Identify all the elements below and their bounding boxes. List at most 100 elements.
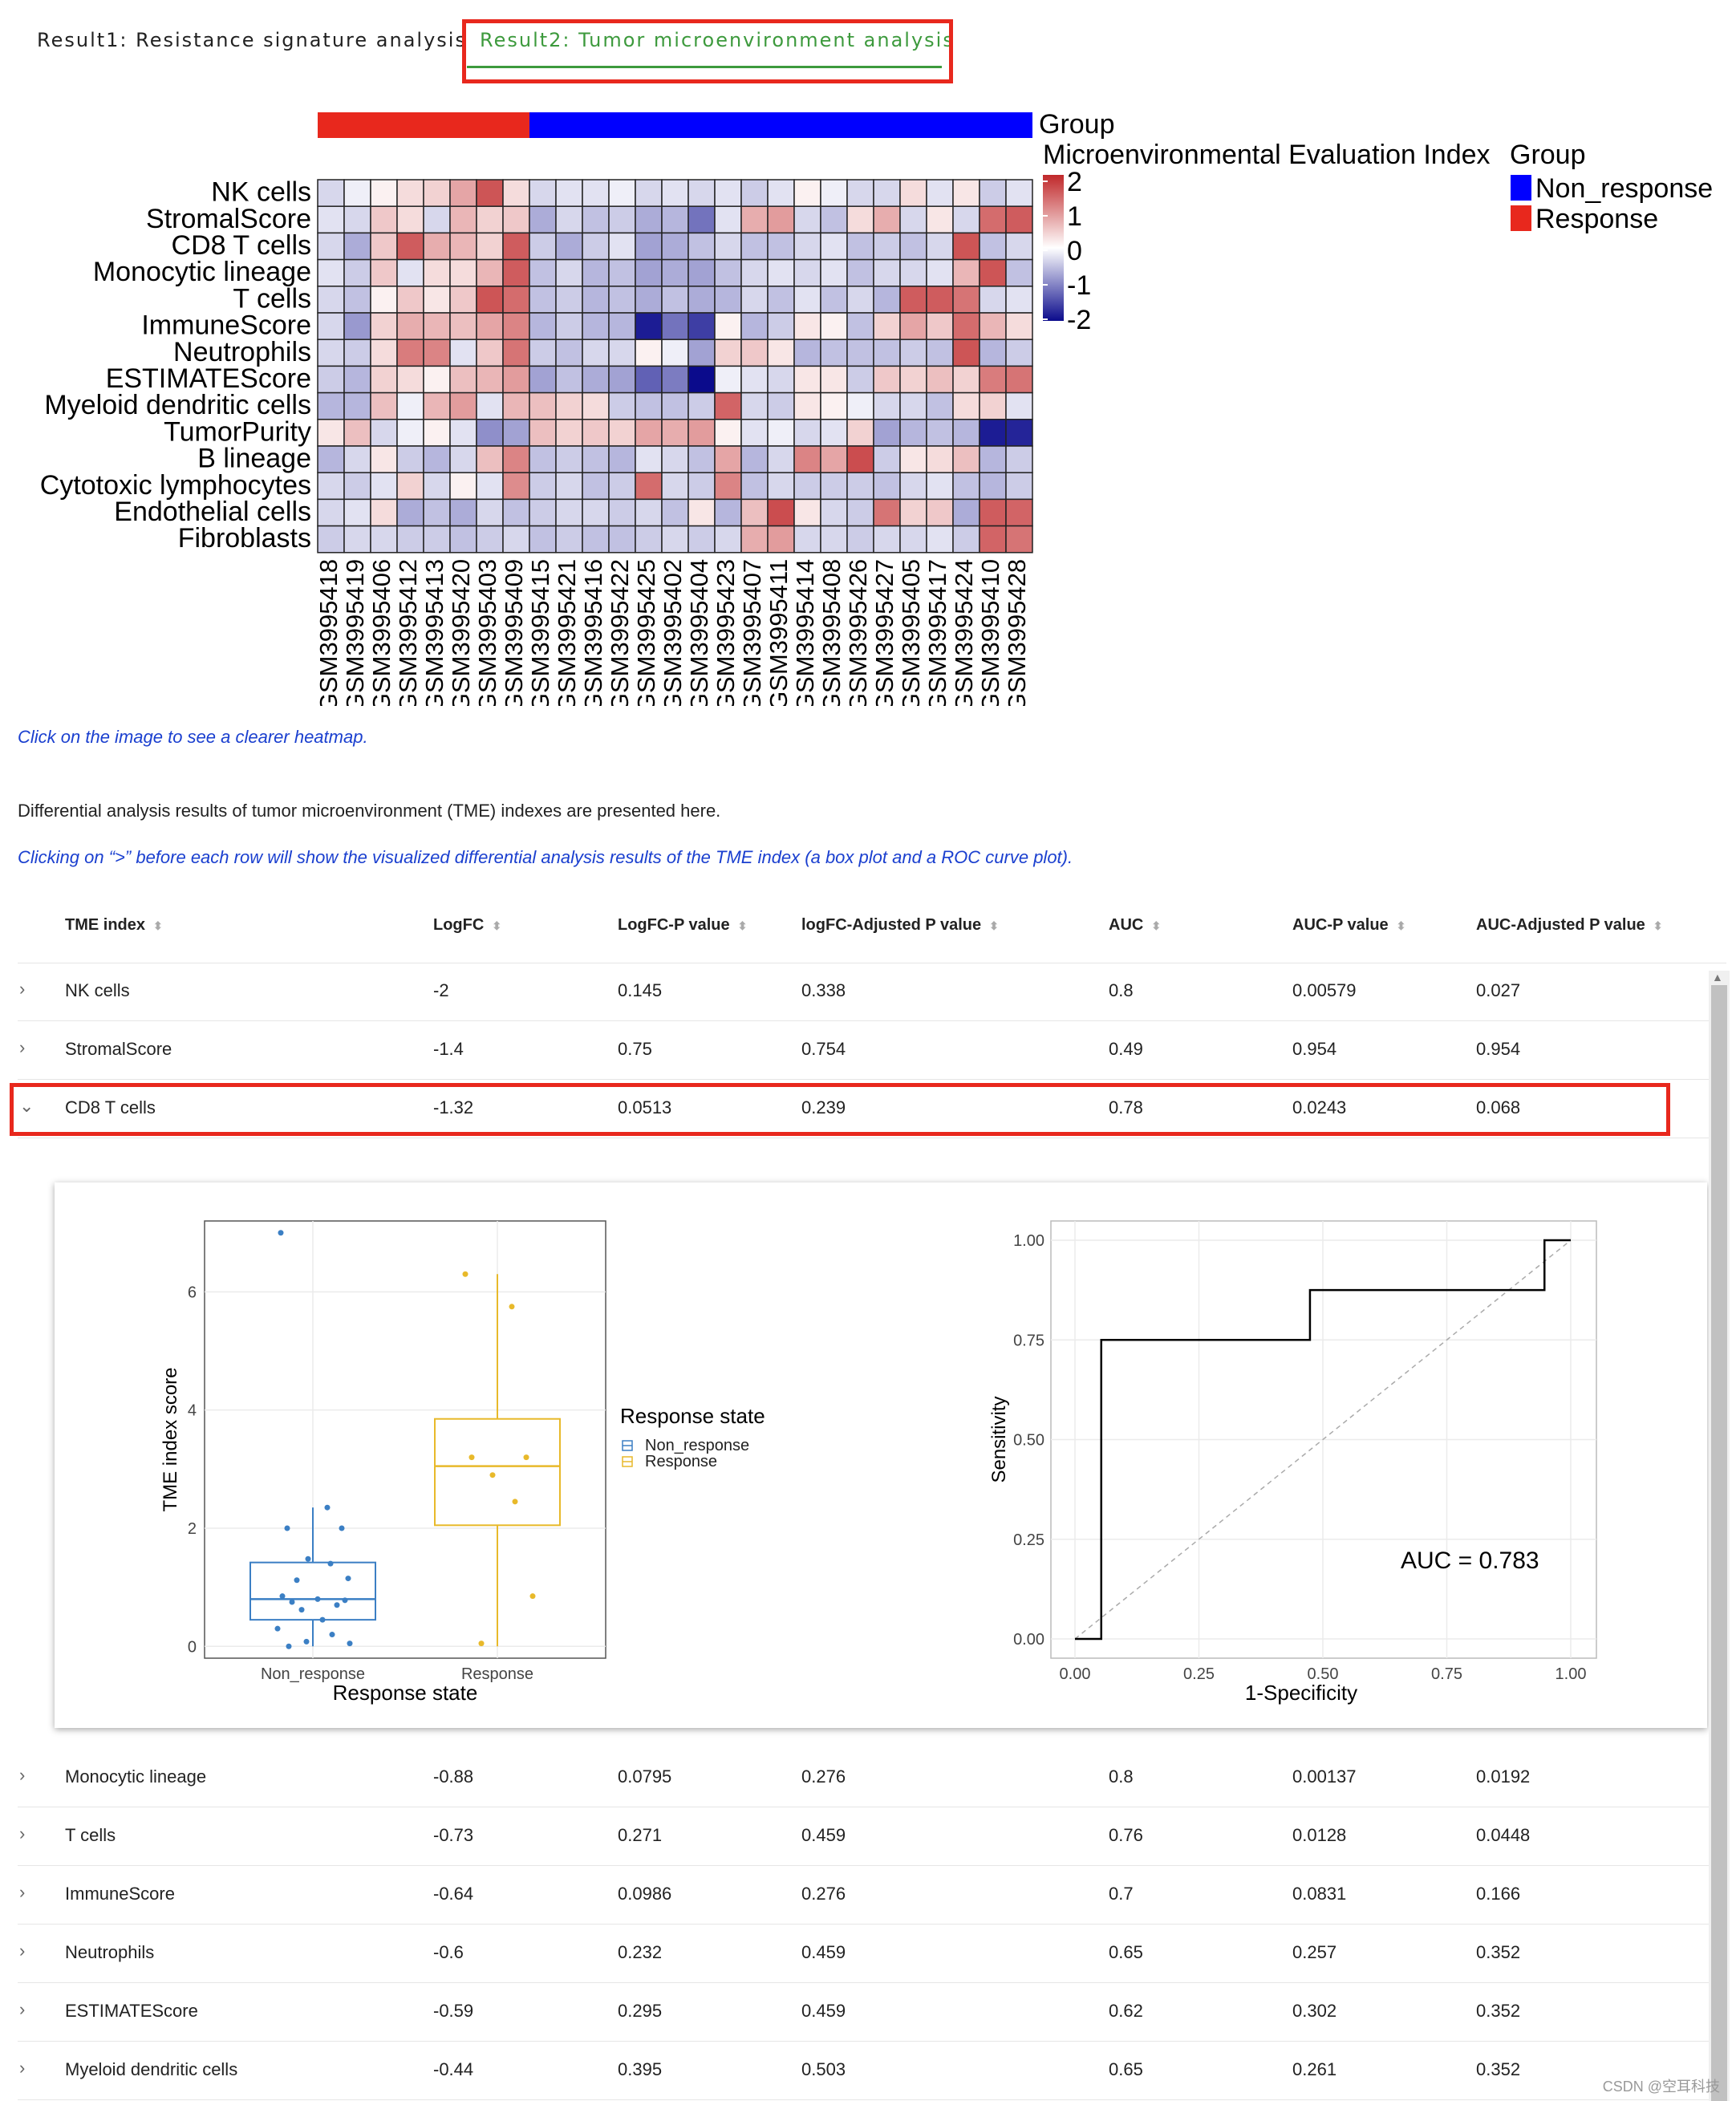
heatmap-cell (317, 339, 345, 367)
heatmap-cell (608, 205, 636, 234)
col-auc[interactable]: AUC ⬍ (1109, 916, 1162, 934)
heatmap-legend-bar (1043, 175, 1064, 321)
heatmap-cell (688, 472, 716, 501)
heatmap-cell (476, 258, 504, 287)
boxplot-point (345, 1576, 351, 1582)
heatmap-cell (502, 312, 530, 340)
tab-resistance-signature[interactable]: Result1: Resistance signature analysis (37, 29, 467, 51)
col-auc-p[interactable]: AUC-P value ⬍ (1292, 916, 1406, 934)
heatmap-cell (555, 498, 583, 527)
sort-icon[interactable]: ⬍ (492, 919, 502, 932)
chevron-right-icon[interactable]: › (19, 1882, 26, 1902)
cell-logfc: -1.4 (433, 1039, 464, 1059)
sort-icon[interactable]: ⬍ (737, 919, 748, 932)
heatmap-cell (423, 365, 451, 394)
sort-icon[interactable]: ⬍ (1151, 919, 1162, 932)
table-row[interactable]: ⌄ CD8 T cells -1.32 0.0513 0.239 0.78 0.0243 0.… (0, 1080, 1717, 1138)
chevron-right-icon[interactable]: › (19, 1941, 26, 1961)
heatmap-cell (1005, 339, 1033, 367)
boxplot-point (509, 1304, 515, 1310)
heatmap-legend-title: Microenvironmental Evaluation Index (1043, 140, 1491, 170)
sort-icon[interactable]: ⬍ (989, 919, 999, 932)
heatmap-col-label: GSM3995404 (685, 559, 713, 706)
col-tme-index[interactable]: TME index ⬍ (65, 916, 163, 934)
heatmap-cell (793, 472, 821, 501)
group-bar-label: Group (1039, 109, 1115, 140)
heatmap-cell (370, 179, 398, 207)
col-logfc-p[interactable]: LogFC-P value ⬍ (618, 916, 748, 934)
expanded-row-highlight-box (10, 1083, 1670, 1136)
table-row[interactable]: › T cells -0.73 0.271 0.459 0.76 0.0128 0.0448 (0, 1807, 1717, 1865)
heatmap-row-label: NK cells (211, 177, 311, 208)
heatmap-cell (449, 339, 477, 367)
cell-logfc-adj-p: 0.459 (801, 1825, 846, 1845)
table-row[interactable]: › ESTIMATEScore -0.59 0.295 0.459 0.62 0.302 0.… (0, 1983, 1717, 2041)
chevron-right-icon[interactable]: › (19, 1823, 26, 1843)
heatmap-cell (1005, 391, 1033, 420)
boxplot-point (303, 1638, 310, 1645)
heatmap-cell (979, 365, 1007, 394)
heatmap-row-label: Cytotoxic lymphocytes (40, 470, 311, 501)
cell-auc: 0.8 (1109, 1766, 1134, 1787)
table-row[interactable]: › StromalScore -1.4 0.75 0.754 0.49 0.954 0.954 (0, 1021, 1717, 1079)
heatmap-cell (502, 179, 530, 207)
heatmap-cell (926, 419, 954, 447)
cell-tme-index: Myeloid dendritic cells (65, 2059, 238, 2079)
heatmap-col-label: GSM3995405 (897, 559, 925, 706)
heatmap-cell (820, 472, 848, 501)
heatmap-cell (370, 498, 398, 527)
heatmap-cell (1005, 365, 1033, 394)
heatmap-cell (846, 419, 874, 447)
table-row[interactable]: › Myeloid dendritic cells -0.44 0.395 0.503 0… (0, 2042, 1717, 2099)
chevron-right-icon[interactable]: › (19, 1037, 26, 1057)
heatmap-cell (635, 391, 663, 420)
chevron-right-icon[interactable]: › (19, 979, 26, 999)
heatmap-cell (899, 445, 927, 473)
heatmap-col-label: GSM3995402 (659, 559, 687, 706)
table-row[interactable]: › Neutrophils -0.6 0.232 0.459 0.65 0.257 0.352 (0, 1925, 1717, 1982)
col-logfc-adj-p[interactable]: logFC-Adjusted P value ⬍ (801, 916, 999, 934)
row-divider (18, 1982, 1726, 1983)
heatmap-cell (449, 472, 477, 501)
heatmap-cell (608, 391, 636, 420)
heatmap-cell (529, 232, 557, 261)
boxplot-point (478, 1641, 485, 1647)
col-auc-adj-p[interactable]: AUC-Adjusted P value ⬍ (1476, 916, 1663, 934)
group-bar-cell (715, 112, 741, 138)
chevron-right-icon[interactable]: › (19, 1999, 26, 2019)
group-bar-cell (821, 112, 847, 138)
heatmap-cell (793, 445, 821, 473)
group-bar-cell (874, 112, 900, 138)
sort-icon[interactable]: ⬍ (1653, 919, 1663, 932)
heatmap-cell (1005, 312, 1033, 340)
table-row[interactable]: › NK cells -2 0.145 0.338 0.8 0.00579 0.027 (0, 963, 1717, 1020)
heatmap-row-label: Neutrophils (173, 337, 311, 367)
tab-tumor-microenvironment[interactable]: Result2: Tumor microenvironment analysis (480, 29, 955, 51)
sort-icon[interactable]: ⬍ (1396, 919, 1406, 932)
table-row[interactable]: › Monocytic lineage -0.88 0.0795 0.276 0.8 0.0… (0, 1749, 1717, 1807)
heatmap-row-label: B lineage (197, 444, 311, 474)
heatmap-cell (608, 312, 636, 340)
cell-auc-p: 0.257 (1292, 1942, 1337, 1962)
chevron-down-icon[interactable]: ⌄ (19, 1096, 34, 1116)
chevron-right-icon[interactable]: › (19, 1765, 26, 1785)
heatmap-cell (529, 365, 557, 394)
heatmap-cell (979, 445, 1007, 473)
heatmap-cell (714, 179, 742, 207)
heatmap-cell (1005, 258, 1033, 287)
heatmap-cell (820, 232, 848, 261)
table-row[interactable]: › ImmuneScore -0.64 0.0986 0.276 0.7 0.0831 0.1… (0, 1866, 1717, 1924)
roc-x-tick-label: 1.00 (1556, 1665, 1587, 1683)
heatmap-cell (926, 365, 954, 394)
col-logfc[interactable]: LogFC ⬍ (433, 916, 502, 934)
sort-icon[interactable]: ⬍ (153, 919, 163, 932)
heatmap-cell (396, 258, 424, 287)
chevron-right-icon[interactable]: › (19, 2058, 26, 2078)
cell-auc-p: 0.954 (1292, 1039, 1337, 1059)
heatmap-cell (343, 205, 371, 234)
heatmap-cell (767, 258, 795, 287)
table-scrollbar-thumb[interactable] (1711, 985, 1727, 2101)
boxplot-point (279, 1593, 286, 1600)
scroll-up-icon[interactable]: ▲ (1712, 971, 1723, 984)
